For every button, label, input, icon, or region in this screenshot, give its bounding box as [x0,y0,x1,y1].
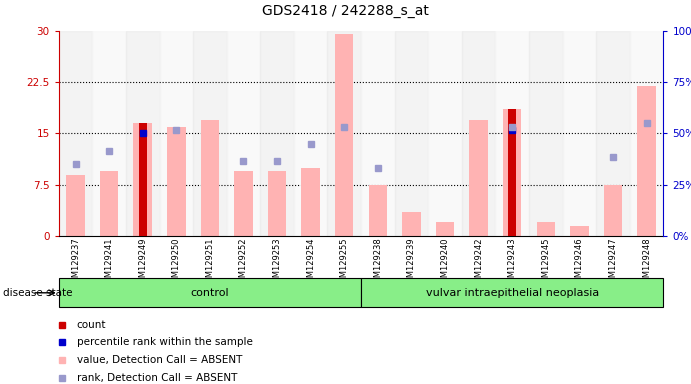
Text: percentile rank within the sample: percentile rank within the sample [77,337,253,347]
Bar [436,222,454,236]
Bar [193,31,227,236]
Bar [395,31,428,236]
Bar [562,31,596,236]
Bar [167,127,186,236]
Bar [126,31,160,236]
Bar [604,185,622,236]
Bar [335,34,354,236]
Bar [596,31,630,236]
Bar [508,109,516,236]
Bar [529,31,562,236]
Text: count: count [77,319,106,330]
Text: vulvar intraepithelial neoplasia: vulvar intraepithelial neoplasia [426,288,599,298]
Bar [328,31,361,236]
Bar [570,226,589,236]
Bar [261,31,294,236]
Bar [133,123,152,236]
Bar [234,171,253,236]
Text: control: control [191,288,229,298]
Bar [59,278,361,307]
Text: rank, Detection Call = ABSENT: rank, Detection Call = ABSENT [77,372,237,382]
Bar [462,31,495,236]
Bar [66,174,85,236]
Bar [402,212,421,236]
Bar [138,123,147,236]
Bar [361,278,663,307]
Bar [503,109,522,236]
Bar [637,86,656,236]
Bar [368,185,387,236]
Bar [160,31,193,236]
Bar [630,31,663,236]
Bar [59,31,93,236]
Text: GDS2418 / 242288_s_at: GDS2418 / 242288_s_at [262,4,429,18]
Bar [268,171,286,236]
Bar [301,168,320,236]
Bar [227,31,261,236]
Bar [200,120,219,236]
Bar [361,31,395,236]
Bar [495,31,529,236]
Bar [93,31,126,236]
Bar [469,120,488,236]
Bar [428,31,462,236]
Text: value, Detection Call = ABSENT: value, Detection Call = ABSENT [77,355,243,365]
Text: disease state: disease state [3,288,73,298]
Bar [294,31,328,236]
Bar [100,171,118,236]
Bar [536,222,555,236]
